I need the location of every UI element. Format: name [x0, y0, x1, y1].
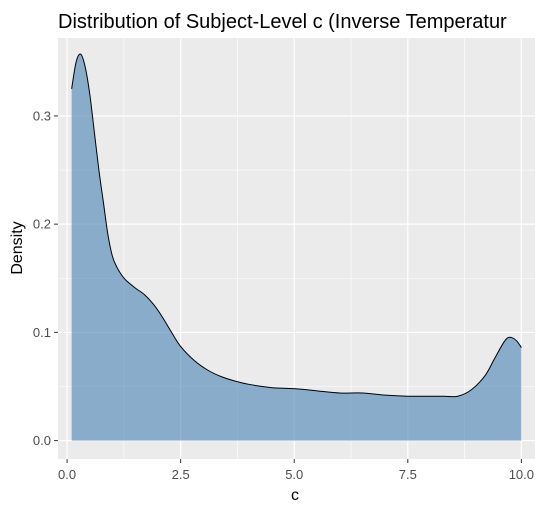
- y-tick-label: 0.1: [33, 325, 51, 340]
- x-tick-label: 0.0: [58, 467, 76, 482]
- x-axis-ticks: 0.0 2.5 5.0 7.5 10.0: [58, 459, 534, 482]
- y-tick-label: 0.3: [33, 108, 51, 123]
- major-gridlines: [58, 38, 535, 459]
- x-axis-title: c: [291, 487, 299, 504]
- x-tick-label: 2.5: [172, 467, 190, 482]
- chart-title: Distribution of Subject-Level c (Inverse…: [58, 11, 507, 33]
- density-area: [71, 54, 522, 441]
- y-tick-label: 0.2: [33, 217, 51, 232]
- x-tick-label: 5.0: [285, 467, 303, 482]
- x-tick-label: 7.5: [399, 467, 417, 482]
- y-axis-title: Density: [9, 221, 26, 274]
- density-outline: [71, 53, 522, 398]
- y-axis-ticks: 0.0 0.1 0.2 0.3: [33, 108, 58, 448]
- y-tick-label: 0.0: [33, 433, 51, 448]
- x-tick-label: 10.0: [509, 467, 534, 482]
